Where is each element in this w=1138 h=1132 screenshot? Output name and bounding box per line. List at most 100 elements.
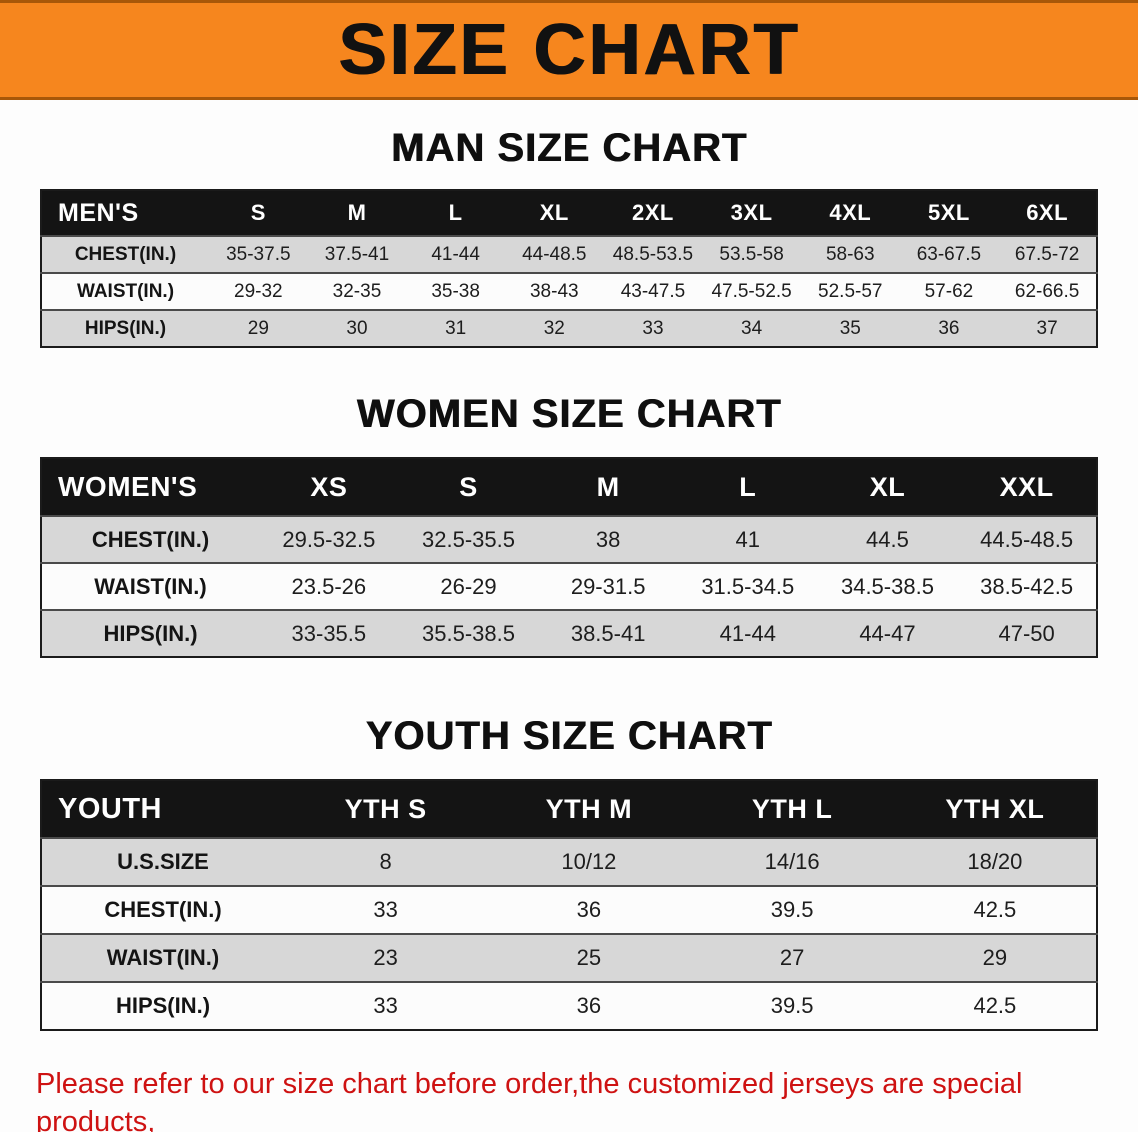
size-value-cell: 57-62 (924, 280, 974, 302)
row-label: CHEST(IN.) (104, 897, 222, 922)
size-column-header: M (596, 471, 620, 502)
size-column-header: 3XL (730, 200, 773, 225)
size-value-cell: 29.5-32.5 (282, 526, 376, 552)
size-value-cell: 44.5-48.5 (980, 526, 1074, 552)
size-value-cell: 37 (1036, 317, 1058, 339)
size-value-cell: 53.5-58 (719, 243, 784, 265)
size-column-header: 2XL (632, 200, 674, 225)
size-value-cell: 36 (576, 993, 602, 1018)
row-label: HIPS(IN.) (103, 620, 198, 646)
men-table-body: CHEST(IN.) 35-37.5 37.5-41 41-44 44-48.5 48.5… (41, 236, 1097, 347)
size-column-header: 6XL (1026, 200, 1069, 225)
size-value-cell: 36 (938, 317, 960, 339)
table-row: HIPS(IN.) 33 36 39.5 42.5 (41, 982, 1097, 1030)
table-row: U.S.SIZE 8 10/12 14/16 18/20 (41, 838, 1097, 886)
women-section-heading: WOMEN SIZE CHART (356, 392, 782, 436)
size-value-cell: 48.5-53.5 (612, 243, 694, 265)
size-value-cell: 38.5-42.5 (980, 573, 1074, 599)
table-row: WAIST(IN.) 23.5-26 26-29 29-31.5 31.5-34.5 34… (41, 563, 1097, 610)
size-value-cell: 44-47 (859, 620, 916, 646)
size-value-cell: 29 (247, 317, 269, 339)
row-label: HIPS(IN.) (115, 993, 211, 1018)
size-value-cell: 29-31.5 (570, 573, 646, 599)
size-value-cell: 29 (982, 945, 1008, 970)
size-column-header: YTH XL (945, 793, 1045, 824)
size-value-cell: 14/16 (764, 849, 820, 874)
size-value-cell: 31 (445, 317, 467, 339)
men-section-heading: MAN SIZE CHART (390, 126, 748, 170)
size-value-cell: 18/20 (967, 849, 1023, 874)
size-value-cell: 33 (373, 897, 398, 922)
size-value-cell: 32-35 (332, 280, 382, 302)
size-value-cell: 62-66.5 (1014, 280, 1080, 302)
disclaimer-line-1: Please refer to our size chart before or… (36, 1068, 1023, 1132)
table-row: HIPS(IN.) 33-35.5 35.5-38.5 38.5-41 41-44 44-… (41, 610, 1097, 657)
size-column-header: XL (539, 200, 569, 225)
size-value-cell: 39.5 (770, 897, 814, 922)
size-value-cell: 41-44 (431, 243, 480, 265)
size-value-cell: 30 (346, 317, 368, 339)
table-row: CHEST(IN.) 35-37.5 37.5-41 41-44 44-48.5 48.5… (41, 236, 1097, 273)
size-column-header: XS (310, 471, 348, 502)
size-value-cell: 44.5 (866, 526, 909, 552)
table-row: WAIST(IN.) 23 25 27 29 (41, 934, 1097, 982)
table-corner-label: WOMEN'S (58, 471, 198, 502)
table-row: HIPS(IN.) 29 30 31 32 33 34 35 36 37 (41, 310, 1097, 347)
row-label: CHEST(IN.) (91, 526, 210, 552)
men-size-table: MEN'S S M L XL 2XL 3XL 4XL 5XL 6XL CHEST(IN.) 35-3… (40, 189, 1098, 348)
size-value-cell: 34.5-38.5 (840, 573, 934, 599)
size-column-header: M (347, 200, 367, 225)
size-value-cell: 63-67.5 (916, 243, 982, 265)
size-value-cell: 31.5-34.5 (701, 573, 795, 599)
size-value-cell: 32.5-35.5 (422, 526, 515, 552)
size-value-cell: 58-63 (825, 243, 875, 265)
size-value-cell: 8 (379, 849, 392, 874)
size-value-cell: 38.5-41 (570, 620, 646, 646)
youth-table-header-row: YOUTH YTH S YTH M YTH L YTH XL (41, 780, 1097, 838)
size-column-header: XXL (999, 471, 1054, 502)
row-label: CHEST(IN.) (74, 243, 177, 265)
size-column-header: YTH M (545, 793, 633, 824)
size-value-cell: 25 (576, 945, 602, 970)
row-label: WAIST(IN.) (106, 945, 220, 970)
size-value-cell: 47.5-52.5 (711, 280, 792, 302)
size-value-cell: 33-35.5 (291, 620, 367, 646)
size-value-cell: 27 (779, 945, 805, 970)
size-value-cell: 37.5-41 (324, 243, 390, 265)
size-column-header: YTH L (751, 793, 833, 824)
row-label: HIPS(IN.) (84, 317, 167, 339)
size-value-cell: 26-29 (440, 573, 497, 599)
size-value-cell: 43-47.5 (620, 280, 686, 302)
women-size-table: WOMEN'S XS S M L XL XXL CHEST(IN.) 29.5-32.5 32.… (40, 457, 1098, 658)
size-value-cell: 42.5 (973, 993, 1017, 1018)
size-column-header: S (250, 200, 266, 225)
size-value-cell: 67.5-72 (1014, 243, 1080, 265)
banner: SIZE CHART (0, 0, 1138, 100)
size-value-cell: 33 (373, 993, 398, 1018)
size-value-cell: 32 (543, 317, 565, 339)
size-value-cell: 36 (576, 897, 602, 922)
table-row: CHEST(IN.) 29.5-32.5 32.5-35.5 38 41 44.5 44.5… (41, 516, 1097, 563)
size-value-cell: 33 (642, 317, 664, 339)
size-column-header: 4XL (829, 200, 872, 225)
size-column-header: S (459, 471, 478, 502)
size-column-header: YTH S (344, 793, 427, 824)
row-label: U.S.SIZE (117, 849, 209, 874)
row-label: WAIST(IN.) (76, 280, 175, 302)
size-value-cell: 35-38 (431, 280, 480, 302)
women-size-section: WOMEN SIZE CHART WOMEN'S XS S M L XL XXL CHEST… (0, 392, 1138, 658)
women-table-body: CHEST(IN.) 29.5-32.5 32.5-35.5 38 41 44.5 44.5… (41, 516, 1097, 657)
women-table-header-row: WOMEN'S XS S M L XL XXL (41, 458, 1097, 516)
page-title: SIZE CHART (338, 10, 800, 90)
youth-size-table: YOUTH YTH S YTH M YTH L YTH XL U.S.SIZE 8 10/1… (40, 779, 1098, 1031)
size-column-header: XL (869, 471, 906, 502)
row-label: WAIST(IN.) (94, 573, 207, 599)
men-size-section: MAN SIZE CHART MEN'S S M L XL 2XL 3XL 4XL 5XL 6XL… (0, 126, 1138, 348)
size-value-cell: 34 (741, 317, 763, 339)
size-value-cell: 38-43 (529, 280, 579, 302)
size-value-cell: 42.5 (973, 897, 1017, 922)
size-value-cell: 52.5-57 (818, 280, 883, 302)
men-table-header-row: MEN'S S M L XL 2XL 3XL 4XL 5XL 6XL (41, 190, 1097, 236)
size-value-cell: 29-32 (234, 280, 283, 302)
